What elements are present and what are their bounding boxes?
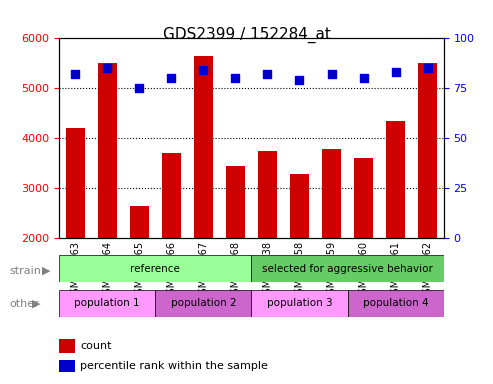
FancyBboxPatch shape: [251, 290, 348, 317]
Point: [295, 77, 303, 83]
Text: ▶: ▶: [42, 266, 50, 276]
Text: population 1: population 1: [74, 298, 140, 308]
Bar: [59, 339, 74, 353]
FancyBboxPatch shape: [348, 290, 444, 317]
FancyBboxPatch shape: [155, 290, 251, 317]
Bar: [418, 63, 437, 238]
Point: [103, 65, 111, 71]
Bar: [98, 63, 117, 238]
Point: [263, 71, 271, 78]
Point: [359, 75, 367, 81]
Text: population 2: population 2: [171, 298, 236, 308]
Text: population 4: population 4: [363, 298, 428, 308]
Point: [71, 71, 79, 78]
Text: other: other: [10, 299, 39, 309]
FancyBboxPatch shape: [251, 255, 444, 282]
Point: [199, 67, 207, 73]
Point: [231, 75, 239, 81]
Point: [423, 65, 432, 71]
Text: population 3: population 3: [267, 298, 332, 308]
FancyBboxPatch shape: [59, 255, 251, 282]
Text: reference: reference: [130, 264, 180, 274]
Bar: [226, 166, 245, 238]
Text: count: count: [80, 341, 112, 351]
Bar: [290, 174, 309, 238]
Bar: [322, 149, 341, 238]
Bar: [194, 56, 213, 238]
FancyBboxPatch shape: [59, 290, 155, 317]
Text: GDS2399 / 152284_at: GDS2399 / 152284_at: [163, 27, 330, 43]
Text: strain: strain: [10, 266, 42, 276]
Bar: [258, 151, 277, 238]
Bar: [66, 128, 85, 238]
Text: ▶: ▶: [32, 299, 40, 309]
Point: [391, 69, 399, 75]
Bar: [130, 206, 149, 238]
Point: [327, 71, 335, 78]
Bar: [386, 121, 405, 238]
Bar: [354, 158, 373, 238]
Text: selected for aggressive behavior: selected for aggressive behavior: [262, 264, 433, 274]
Point: [167, 75, 176, 81]
Point: [135, 85, 143, 91]
Bar: [59, 360, 74, 372]
Text: percentile rank within the sample: percentile rank within the sample: [80, 361, 268, 371]
Bar: [162, 153, 181, 238]
